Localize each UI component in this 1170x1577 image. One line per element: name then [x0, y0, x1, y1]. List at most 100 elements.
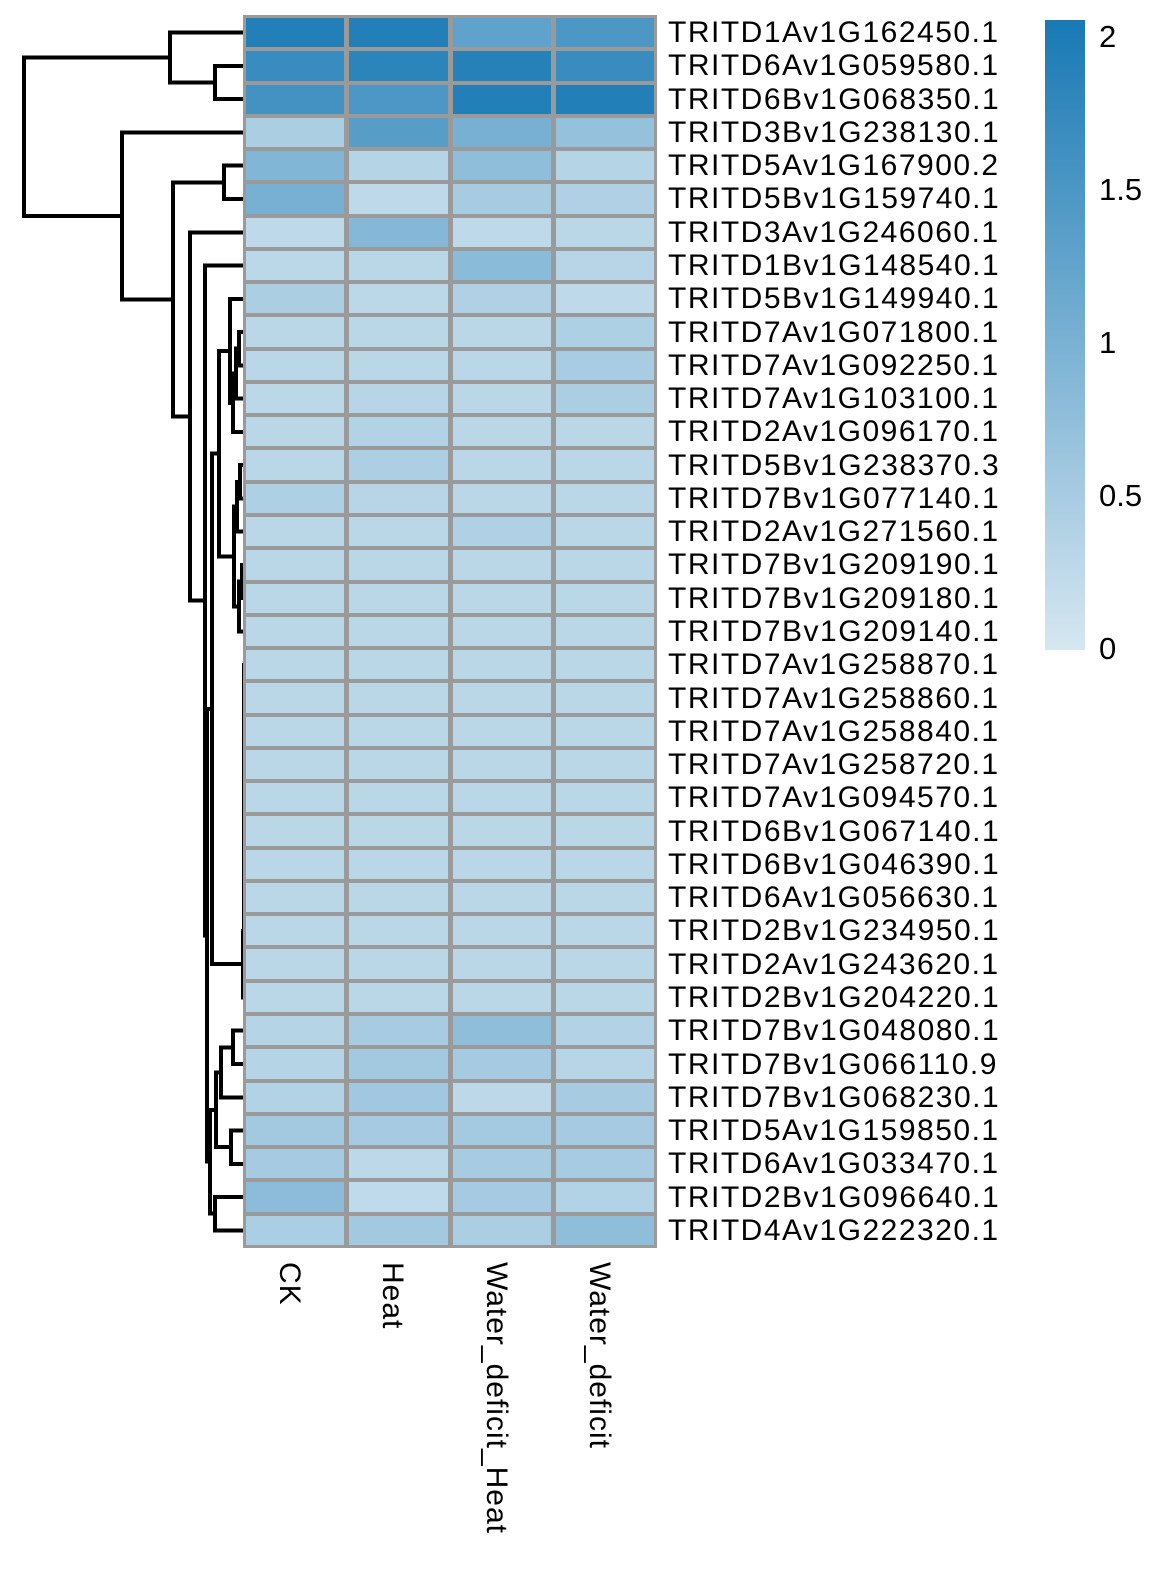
heatmap-cell [349, 18, 448, 48]
column-label: CK [273, 1262, 307, 1306]
heatmap-cell [246, 151, 345, 181]
heatmap-cell [349, 383, 448, 414]
heatmap-cell [555, 483, 654, 513]
row-label: TRITD7Bv1G048080.1 [668, 1014, 1001, 1048]
heatmap-cell [349, 1215, 448, 1245]
heatmap-cell [349, 117, 448, 148]
row-label: TRITD7Av1G094570.1 [668, 781, 1000, 815]
heatmap-cell [246, 1149, 345, 1179]
heatmap-cell [246, 117, 345, 148]
legend-gradient-bar [1045, 20, 1085, 650]
heatmap-cell [555, 683, 654, 713]
column-label: Water_deficit [582, 1262, 616, 1449]
heatmap-cell [349, 184, 448, 214]
heatmap-cell [246, 1049, 345, 1079]
row-label: TRITD2Av1G271560.1 [668, 515, 1000, 549]
heatmap-cell [452, 583, 551, 613]
heatmap-cell [246, 516, 345, 547]
heatmap-cell [555, 117, 654, 148]
row-label: TRITD7Av1G258860.1 [668, 681, 1000, 715]
heatmap-cell [452, 1016, 551, 1046]
heatmap-cell [349, 716, 448, 746]
heatmap-cell [555, 716, 654, 746]
heatmap-cell [349, 1115, 448, 1146]
heatmap-cell [349, 616, 448, 647]
heatmap-cell [452, 284, 551, 314]
heatmap-cell [349, 217, 448, 247]
heatmap-cell [452, 18, 551, 48]
heatmap-cell [555, 1049, 654, 1079]
heatmap-cell [555, 284, 654, 314]
heatmap-cell [246, 350, 345, 380]
heatmap-cell [555, 151, 654, 181]
row-label: TRITD6Bv1G046390.1 [668, 847, 1001, 881]
heatmap-cell [349, 1182, 448, 1212]
heatmap-cell [452, 683, 551, 713]
row-label: TRITD7Bv1G066110.9 [668, 1047, 998, 1081]
heatmap-cell [452, 882, 551, 913]
legend-tick-label: 1 [1099, 325, 1117, 360]
heatmap-cell [452, 1082, 551, 1112]
heatmap-cell [246, 683, 345, 713]
heatmap-cell [349, 1049, 448, 1079]
heatmap-cell [246, 317, 345, 347]
heatmap-cell [349, 1082, 448, 1112]
heatmap-cell [246, 783, 345, 813]
heatmap-cell [555, 1182, 654, 1212]
heatmap-cell [246, 383, 345, 414]
heatmap-cell [555, 616, 654, 647]
row-label: TRITD5Bv1G159740.1 [668, 182, 1001, 216]
heatmap-cell [452, 450, 551, 480]
heatmap-cell [246, 1016, 345, 1046]
heatmap-cell [555, 1215, 654, 1245]
heatmap-cell [349, 483, 448, 513]
heatmap-cell [349, 916, 448, 946]
heatmap-cell [246, 816, 345, 846]
heatmap-cell [555, 217, 654, 247]
heatmap-cell [349, 51, 448, 81]
heatmap-cell [452, 749, 551, 780]
heatmap-cell [452, 650, 551, 680]
legend-tick-label: 1.5 [1099, 172, 1143, 207]
row-label: TRITD7Av1G071800.1 [668, 315, 1000, 349]
heatmap-cell [349, 683, 448, 713]
row-label: TRITD6Av1G033470.1 [668, 1147, 1000, 1181]
heatmap-cell [452, 916, 551, 946]
heatmap-cell [555, 1149, 654, 1179]
heatmap-cell [452, 616, 551, 647]
heatmap-cell [555, 849, 654, 879]
heatmap-cell [246, 483, 345, 513]
heatmap-cell [246, 550, 345, 580]
legend-tick-label: 0 [1099, 631, 1117, 666]
heatmap-cell [349, 650, 448, 680]
heatmap-cell [452, 1049, 551, 1079]
row-label: TRITD2Bv1G204220.1 [668, 980, 1001, 1014]
heatmap-cell [555, 417, 654, 447]
legend-tick-label: 2 [1099, 19, 1117, 54]
row-label: TRITD5Av1G159850.1 [668, 1114, 1000, 1148]
row-label: TRITD3Bv1G238130.1 [668, 115, 1001, 149]
heatmap-cell [452, 350, 551, 380]
row-label: TRITD2Av1G096170.1 [668, 415, 1000, 449]
heatmap-cell [452, 982, 551, 1013]
row-label: TRITD7Av1G258720.1 [668, 748, 1000, 782]
heatmap-cell [555, 1115, 654, 1146]
row-label: TRITD5Bv1G149940.1 [668, 282, 1001, 316]
row-label: TRITD2Bv1G234950.1 [668, 914, 1001, 948]
heatmap-cell [246, 982, 345, 1013]
heatmap-cell [555, 1016, 654, 1046]
heatmap-cell [452, 816, 551, 846]
row-label: TRITD2Bv1G096640.1 [668, 1180, 1001, 1214]
heatmap-cell [555, 982, 654, 1013]
heatmap-cell [349, 783, 448, 813]
heatmap-cell [555, 550, 654, 580]
heatmap-cell [555, 18, 654, 48]
heatmap-cell [349, 417, 448, 447]
row-label: TRITD4Av1G222320.1 [668, 1213, 1000, 1247]
heatmap-cell [452, 516, 551, 547]
heatmap-cell [246, 217, 345, 247]
heatmap-cell [555, 916, 654, 946]
heatmap-cell [452, 483, 551, 513]
heatmap-cell [555, 250, 654, 281]
row-label: TRITD7Bv1G209140.1 [668, 615, 1001, 648]
